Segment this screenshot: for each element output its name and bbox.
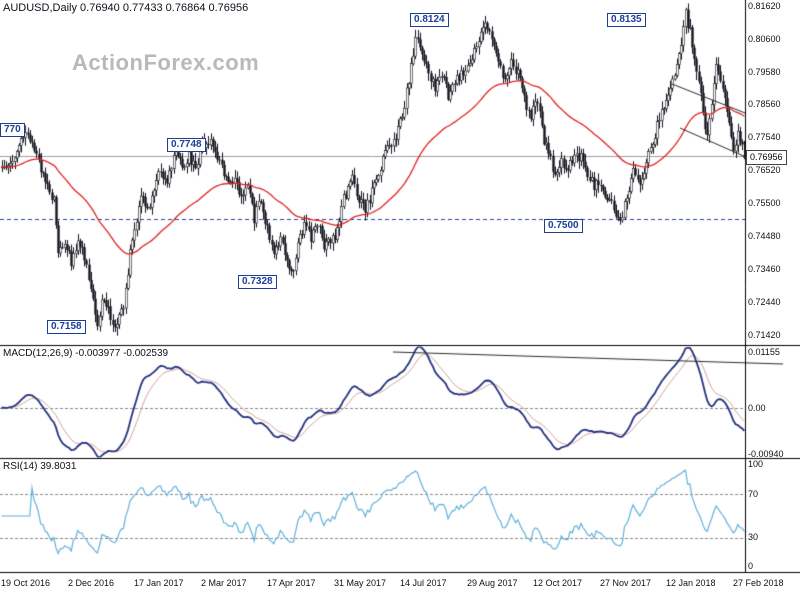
price-annotation: 0.8135 bbox=[607, 13, 646, 27]
date-axis-tick: 29 Aug 2017 bbox=[467, 578, 518, 588]
price-annotation: 0.7328 bbox=[238, 275, 277, 289]
date-axis-tick: 17 Jan 2017 bbox=[134, 578, 184, 588]
price-axis-tick: 0.72440 bbox=[748, 297, 781, 307]
price-annotation: 0.7158 bbox=[47, 320, 86, 334]
price-axis-tick: 0.79580 bbox=[748, 67, 781, 77]
date-axis-tick: 19 Oct 2016 bbox=[1, 578, 51, 588]
price-axis-tick: 0.77540 bbox=[748, 132, 781, 142]
chart-title: AUDUSD,Daily 0.76940 0.77433 0.76864 0.7… bbox=[3, 2, 248, 14]
macd-axis-tick: 0.00 bbox=[748, 403, 766, 413]
price-axis-tick: 0.74480 bbox=[748, 231, 781, 241]
price-annotation: 0.8124 bbox=[410, 13, 449, 27]
date-axis-tick: 2 Mar 2017 bbox=[201, 578, 247, 588]
date-axis-tick: 12 Jan 2018 bbox=[666, 578, 716, 588]
macd-axis-tick: 0.01155 bbox=[748, 347, 780, 357]
price-axis-tick: 0.81620 bbox=[748, 1, 781, 11]
date-axis-tick: 17 Apr 2017 bbox=[267, 578, 316, 588]
macd-label: MACD(12,26,9) -0.003977 -0.002539 bbox=[3, 348, 169, 359]
date-axis-tick: 27 Nov 2017 bbox=[600, 578, 652, 588]
rsi-axis-tick: 30 bbox=[748, 532, 759, 542]
price-annotation: 770 bbox=[0, 123, 25, 137]
macd-axis-tick: -0.00940 bbox=[748, 449, 784, 459]
price-axis-tick: 0.71420 bbox=[748, 330, 781, 340]
rsi-axis-tick: 0 bbox=[748, 561, 754, 571]
symbol-timeframe-label: AUDUSD,Daily bbox=[3, 2, 77, 14]
date-axis-tick: 2 Dec 2016 bbox=[68, 578, 115, 588]
date-axis-tick: 27 Feb 2018 bbox=[733, 578, 784, 588]
ohlc-values: 0.76940 0.77433 0.76864 0.76956 bbox=[80, 2, 249, 14]
rsi-label: RSI(14) 39.8031 bbox=[3, 461, 77, 472]
price-annotation: 0.7748 bbox=[167, 138, 206, 152]
date-axis-tick: 31 May 2017 bbox=[334, 578, 387, 588]
price-axis-tick: 0.78560 bbox=[748, 99, 781, 109]
rsi-axis-tick: 100 bbox=[748, 459, 764, 469]
price-annotation: 0.7500 bbox=[544, 219, 583, 233]
date-axis-tick: 12 Oct 2017 bbox=[533, 578, 583, 588]
price-axis-tick: 0.80600 bbox=[748, 34, 781, 44]
rsi-axis-tick: 70 bbox=[748, 489, 759, 499]
date-axis-tick: 14 Jul 2017 bbox=[400, 578, 447, 588]
current-price-label: 0.76956 bbox=[746, 150, 787, 165]
price-axis-tick: 0.75500 bbox=[748, 198, 781, 208]
price-axis-tick: 0.73460 bbox=[748, 264, 781, 274]
price-axis-tick: 0.76520 bbox=[748, 165, 781, 175]
